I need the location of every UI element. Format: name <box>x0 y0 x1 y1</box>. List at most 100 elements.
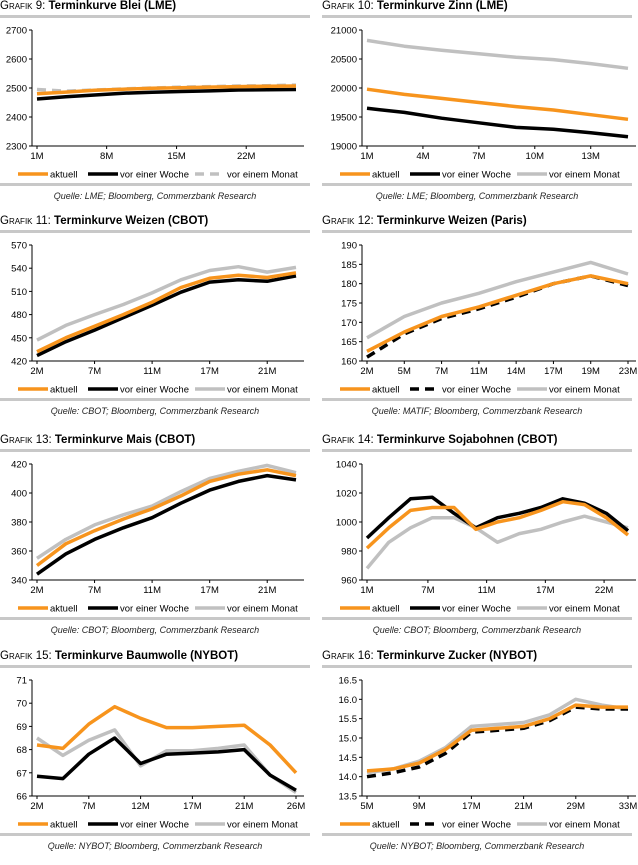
legend-label-monat: vor einem Monat <box>549 385 620 396</box>
x-tick-label: 2M <box>30 585 43 596</box>
x-tick-label: 17M <box>200 366 219 377</box>
x-tick-label: 17M <box>462 801 481 812</box>
x-tick-label: 10M <box>526 151 545 162</box>
series-line-aktuell <box>366 274 629 353</box>
series-line-monat <box>366 38 629 71</box>
y-tick-label: 1000 <box>336 518 357 529</box>
chart-number: Grafik 9: <box>0 0 46 12</box>
chart-source: Quelle: CBOT; Bloomberg, Commerzbank Res… <box>50 406 260 416</box>
legend-label-aktuell: aktuell <box>372 385 399 396</box>
y-tick-label: 71 <box>16 676 27 687</box>
y-tick-label: 480 <box>11 310 27 321</box>
x-tick-label: 21M <box>235 801 254 812</box>
chart-source: Quelle: CBOT; Bloomberg, Commerzbank Res… <box>372 625 582 635</box>
series-line-aktuell <box>366 87 629 122</box>
chart-number: Grafik 14: <box>322 434 374 446</box>
y-tick-label: 66 <box>16 792 27 803</box>
legend-label-aktuell: aktuell <box>50 604 77 615</box>
chart-title: Grafik 12: Terminkurve Weizen (Paris) <box>322 215 527 227</box>
legend-label-woche: vor einer Woche <box>442 820 511 831</box>
y-tick-label: 400 <box>11 489 27 500</box>
chart-svg: 340 360 380 400 420 2M 7M 11M 17M 21M aktuell vor e… <box>11 460 304 615</box>
x-tick-label: 17M <box>183 801 202 812</box>
chart-number: Grafik 10: <box>322 0 374 12</box>
chart-panel: Grafik 13: Terminkurve Mais (CBOT) Quell… <box>0 434 316 649</box>
chart-title: Grafik 15: Terminkurve Baumwolle (NYBOT) <box>0 650 238 662</box>
chart-source: Quelle: NYBOT; Bloomberg, Commerzbank Re… <box>369 841 585 851</box>
chart-panel: Grafik 14: Terminkurve Sojabohnen (CBOT)… <box>322 434 638 649</box>
series-line-woche <box>36 736 297 792</box>
series-line-aktuell <box>35 468 297 567</box>
legend-label-woche: vor einer Woche <box>120 170 189 181</box>
y-tick-label: 380 <box>11 518 27 529</box>
y-tick-label: 20500 <box>331 55 357 66</box>
y-tick-label: 360 <box>11 547 27 558</box>
legend-label-aktuell: aktuell <box>372 604 399 615</box>
chart-number: Grafik 13: <box>0 434 52 446</box>
bottom-divider <box>0 833 310 836</box>
chart-svg: 160 165 170 175 180 185 190 2M 5M 7M 11M 14M 17M 19M 2… <box>340 241 638 396</box>
x-tick-label: 21M <box>258 366 277 377</box>
legend-label-aktuell: aktuell <box>50 385 77 396</box>
legend-label-monat: vor einem Monat <box>227 820 298 831</box>
chart-panel: Grafik 11: Terminkurve Weizen (CBOT) Que… <box>0 215 316 430</box>
x-tick-label: 11M <box>470 366 488 377</box>
y-tick-label: 14.5 <box>339 753 358 764</box>
x-tick-label: 11M <box>143 366 161 377</box>
y-tick-label: 165 <box>341 337 357 348</box>
chart-panel: Grafik 10: Terminkurve Zinn (LME) Quelle… <box>322 0 638 215</box>
chart-title-text: Terminkurve Zinn (LME) <box>376 0 508 12</box>
x-tick-label: 2M <box>30 801 43 812</box>
chart-title-text: Terminkurve Sojabohnen (CBOT) <box>376 434 558 446</box>
chart-source: Quelle: NYBOT; Bloomberg, Commerzbank Re… <box>47 841 263 851</box>
y-tick-label: 420 <box>11 460 27 471</box>
bottom-divider <box>322 617 632 620</box>
series-line-monat <box>365 514 629 570</box>
chart-title: Grafik 9: Terminkurve Blei (LME) <box>0 0 176 12</box>
x-tick-label: 17M <box>544 366 563 377</box>
series-line-monat <box>36 728 297 794</box>
legend-label-monat: vor einem Monat <box>227 604 298 615</box>
x-tick-label: 21M <box>514 801 533 812</box>
y-tick-label: 175 <box>341 299 357 310</box>
chart-title: Grafik 11: Terminkurve Weizen (CBOT) <box>0 215 208 227</box>
title-divider <box>0 15 310 18</box>
legend-label-monat: vor einem Monat <box>227 385 298 396</box>
y-tick-label: 420 <box>11 357 27 368</box>
y-tick-label: 1020 <box>336 489 357 500</box>
series-line-aktuell <box>366 703 628 773</box>
series-line-aktuell <box>36 271 297 354</box>
y-tick-label: 16.0 <box>339 695 358 706</box>
chart-source: Quelle: LME; Bloomberg, Commerzbank Rese… <box>375 191 579 201</box>
x-tick-label: 7M <box>421 585 434 596</box>
y-tick-label: 15.0 <box>339 734 358 745</box>
x-tick-label: 17M <box>200 585 219 596</box>
title-divider <box>0 665 310 668</box>
chart-panel: Grafik 15: Terminkurve Baumwolle (NYBOT)… <box>0 650 316 865</box>
y-tick-label: 540 <box>11 264 27 275</box>
legend-label-monat: vor einem Monat <box>227 170 298 181</box>
bottom-divider <box>0 398 310 401</box>
x-tick-label: 19M <box>581 366 600 377</box>
x-tick-label: 2M <box>360 366 373 377</box>
y-tick-label: 67 <box>16 768 27 779</box>
y-tick-label: 185 <box>341 260 357 271</box>
x-tick-label: 13M <box>581 151 600 162</box>
y-tick-label: 510 <box>11 287 27 298</box>
chart-title-text: Terminkurve Weizen (Paris) <box>376 215 527 227</box>
y-tick-label: 570 <box>11 241 27 252</box>
series-line-aktuell <box>36 704 298 774</box>
y-tick-label: 19000 <box>331 142 357 153</box>
chart-source: Quelle: MATIF; Bloomberg, Commerzbank Re… <box>371 406 583 416</box>
bottom-divider <box>322 183 632 186</box>
chart-source: Quelle: CBOT; Bloomberg, Commerzbank Res… <box>50 625 260 635</box>
y-tick-label: 980 <box>341 547 357 558</box>
legend-label-woche: vor einer Woche <box>120 820 189 831</box>
y-tick-label: 2500 <box>6 84 27 95</box>
chart-svg: 2300 2400 2500 2600 2700 1M 8M 15M 22M aktuell vor… <box>6 26 304 181</box>
x-tick-label: 23M <box>619 366 638 377</box>
x-tick-label: 22M <box>237 151 256 162</box>
legend-label-aktuell: aktuell <box>50 170 77 181</box>
chart-svg: 420 450 480 510 540 570 2M 7M 11M 17M 21M aktuell vo… <box>11 241 304 396</box>
legend-label-aktuell: aktuell <box>50 820 77 831</box>
